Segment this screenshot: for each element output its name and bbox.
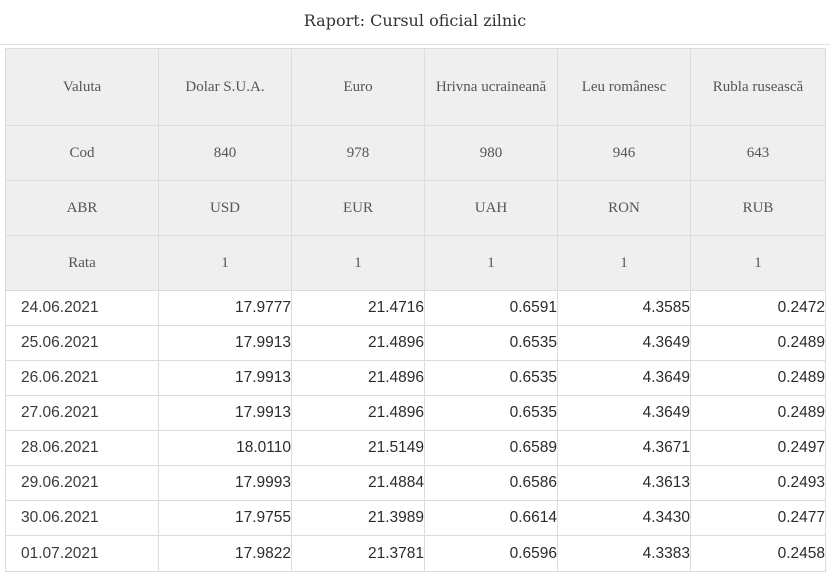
- header-cell: RON: [557, 180, 691, 236]
- header-row-code: Cod 840 978 980 946 643: [5, 125, 826, 181]
- table-row: 25.06.2021 17.9913 21.4896 0.6535 4.3649…: [5, 325, 826, 361]
- header-cell: Leu românesc: [557, 48, 691, 126]
- rate-cell-eur: 21.4896: [291, 360, 425, 396]
- header-cell: Rata: [5, 235, 159, 291]
- rate-cell-ron: 4.3383: [557, 535, 691, 572]
- header-cell: 1: [690, 235, 826, 291]
- header-cell: Rubla rusească: [690, 48, 826, 126]
- table-row: 28.06.2021 18.0110 21.5149 0.6589 4.3671…: [5, 430, 826, 466]
- header-cell: 1: [424, 235, 558, 291]
- rate-cell-uah: 0.6535: [424, 325, 558, 361]
- rate-cell-ron: 4.3649: [557, 325, 691, 361]
- header-cell: Cod: [5, 125, 159, 181]
- header-row-rate: Rata 1 1 1 1 1: [5, 235, 826, 291]
- rate-cell-uah: 0.6535: [424, 360, 558, 396]
- header-cell: EUR: [291, 180, 425, 236]
- rate-cell-uah: 0.6591: [424, 290, 558, 326]
- rate-cell-eur: 21.3781: [291, 535, 425, 572]
- header-cell: ABR: [5, 180, 159, 236]
- header-cell: UAH: [424, 180, 558, 236]
- header-cell: 1: [291, 235, 425, 291]
- rate-cell-usd: 17.9777: [158, 290, 292, 326]
- header-cell: 980: [424, 125, 558, 181]
- title-divider: [0, 44, 830, 45]
- header-cell: USD: [158, 180, 292, 236]
- rate-cell-usd: 17.9913: [158, 395, 292, 431]
- header-cell: Hrivna ucraineană: [424, 48, 558, 126]
- table-row: 29.06.2021 17.9993 21.4884 0.6586 4.3613…: [5, 465, 826, 501]
- rate-cell-usd: 17.9755: [158, 500, 292, 536]
- table-row: 01.07.2021 17.9822 21.3781 0.6596 4.3383…: [5, 535, 826, 572]
- header-cell: 1: [557, 235, 691, 291]
- rate-cell-ron: 4.3613: [557, 465, 691, 501]
- header-cell: 1: [158, 235, 292, 291]
- rate-cell-uah: 0.6614: [424, 500, 558, 536]
- rate-cell-eur: 21.4716: [291, 290, 425, 326]
- rate-cell-usd: 17.9822: [158, 535, 292, 572]
- date-cell: 30.06.2021: [5, 500, 159, 536]
- date-cell: 26.06.2021: [5, 360, 159, 396]
- table-row: 30.06.2021 17.9755 21.3989 0.6614 4.3430…: [5, 500, 826, 536]
- rate-cell-uah: 0.6589: [424, 430, 558, 466]
- rate-cell-uah: 0.6596: [424, 535, 558, 572]
- rate-cell-eur: 21.3989: [291, 500, 425, 536]
- rate-cell-ron: 4.3585: [557, 290, 691, 326]
- rate-cell-ron: 4.3649: [557, 360, 691, 396]
- rate-cell-rub: 0.2489: [690, 325, 826, 361]
- rate-cell-usd: 17.9993: [158, 465, 292, 501]
- rate-cell-ron: 4.3430: [557, 500, 691, 536]
- rate-cell-rub: 0.2497: [690, 430, 826, 466]
- rate-cell-rub: 0.2493: [690, 465, 826, 501]
- table-row: 26.06.2021 17.9913 21.4896 0.6535 4.3649…: [5, 360, 826, 396]
- rate-cell-rub: 0.2477: [690, 500, 826, 536]
- rate-cell-eur: 21.4896: [291, 325, 425, 361]
- rate-cell-usd: 17.9913: [158, 325, 292, 361]
- date-cell: 24.06.2021: [5, 290, 159, 326]
- header-cell: Valuta: [5, 48, 159, 126]
- header-cell: Euro: [291, 48, 425, 126]
- header-cell: 840: [158, 125, 292, 181]
- header-row-abbreviation: ABR USD EUR UAH RON RUB: [5, 180, 826, 236]
- rate-cell-eur: 21.5149: [291, 430, 425, 466]
- report-title: Raport: Cursul oficial zilnic: [303, 11, 527, 30]
- date-cell: 25.06.2021: [5, 325, 159, 361]
- rate-cell-rub: 0.2458: [690, 535, 826, 572]
- header-cell: 643: [690, 125, 826, 181]
- exchange-rate-table: Valuta Dolar S.U.A. Euro Hrivna ucrainea…: [5, 48, 826, 572]
- rate-cell-rub: 0.2489: [690, 360, 826, 396]
- header-cell: 946: [557, 125, 691, 181]
- table-row: 24.06.2021 17.9777 21.4716 0.6591 4.3585…: [5, 290, 826, 326]
- date-cell: 27.06.2021: [5, 395, 159, 431]
- date-cell: 01.07.2021: [5, 535, 159, 572]
- rate-cell-uah: 0.6535: [424, 395, 558, 431]
- date-cell: 28.06.2021: [5, 430, 159, 466]
- rate-cell-rub: 0.2489: [690, 395, 826, 431]
- rate-cell-eur: 21.4884: [291, 465, 425, 501]
- rate-cell-rub: 0.2472: [690, 290, 826, 326]
- rate-cell-usd: 18.0110: [158, 430, 292, 466]
- rate-cell-eur: 21.4896: [291, 395, 425, 431]
- header-cell: RUB: [690, 180, 826, 236]
- date-cell: 29.06.2021: [5, 465, 159, 501]
- rate-cell-ron: 4.3671: [557, 430, 691, 466]
- table-body: 24.06.2021 17.9777 21.4716 0.6591 4.3585…: [5, 290, 826, 572]
- rate-cell-ron: 4.3649: [557, 395, 691, 431]
- table-header: Valuta Dolar S.U.A. Euro Hrivna ucrainea…: [5, 48, 826, 291]
- table-row: 27.06.2021 17.9913 21.4896 0.6535 4.3649…: [5, 395, 826, 431]
- rate-cell-uah: 0.6586: [424, 465, 558, 501]
- header-row-currency: Valuta Dolar S.U.A. Euro Hrivna ucrainea…: [5, 48, 826, 126]
- header-cell: Dolar S.U.A.: [158, 48, 292, 126]
- rate-cell-usd: 17.9913: [158, 360, 292, 396]
- header-cell: 978: [291, 125, 425, 181]
